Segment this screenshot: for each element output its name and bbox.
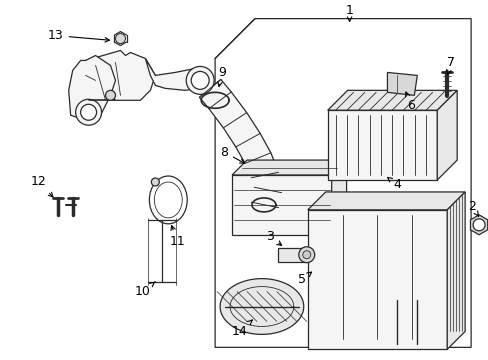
Polygon shape [386,72,416,95]
Text: 12: 12 [31,175,53,197]
Ellipse shape [154,182,182,218]
Text: 1: 1 [345,4,353,21]
Circle shape [81,104,96,120]
Polygon shape [327,110,436,180]
Text: 7: 7 [446,56,454,75]
Circle shape [186,67,214,94]
Polygon shape [331,160,346,235]
Polygon shape [327,90,456,110]
Circle shape [76,99,102,125]
Circle shape [151,178,159,186]
Text: 9: 9 [217,66,225,86]
Text: 8: 8 [220,145,244,163]
Polygon shape [220,279,303,334]
Polygon shape [277,248,304,262]
Text: 14: 14 [232,320,252,338]
Text: 10: 10 [134,282,155,298]
Polygon shape [447,192,464,349]
Circle shape [472,219,484,231]
Text: 6: 6 [405,92,414,112]
Polygon shape [81,50,155,100]
Polygon shape [232,160,346,175]
Text: 11: 11 [169,226,185,248]
Polygon shape [307,192,464,210]
Circle shape [302,251,310,259]
Circle shape [191,71,209,89]
Circle shape [115,33,125,44]
Text: 2: 2 [467,201,478,216]
Polygon shape [469,215,487,235]
Polygon shape [232,175,331,235]
Polygon shape [145,58,205,90]
Text: 13: 13 [48,29,109,42]
Text: 4: 4 [387,177,401,192]
Circle shape [298,247,314,263]
Polygon shape [436,90,456,180]
Polygon shape [199,80,281,208]
Polygon shape [68,55,115,120]
Polygon shape [307,210,447,349]
Ellipse shape [149,176,187,224]
Circle shape [105,90,115,100]
Text: 5: 5 [297,272,311,286]
Text: 3: 3 [265,230,281,246]
